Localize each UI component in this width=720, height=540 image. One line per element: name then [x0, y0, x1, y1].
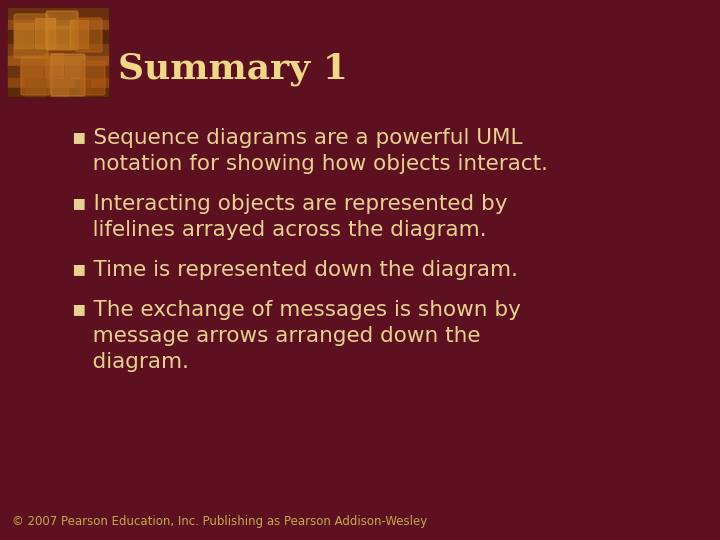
Bar — [70, 20, 88, 48]
Bar — [8, 78, 108, 88]
Text: notation for showing how objects interact.: notation for showing how objects interac… — [72, 154, 548, 174]
Text: lifelines arrayed across the diagram.: lifelines arrayed across the diagram. — [72, 220, 487, 240]
Bar — [55, 26, 70, 48]
Bar — [8, 66, 108, 78]
FancyBboxPatch shape — [46, 11, 78, 50]
FancyBboxPatch shape — [51, 54, 85, 96]
Bar — [8, 20, 108, 30]
Text: message arrows arranged down the: message arrows arranged down the — [72, 326, 480, 346]
Bar — [8, 30, 108, 44]
FancyBboxPatch shape — [21, 56, 50, 95]
Bar — [8, 8, 108, 96]
Bar — [8, 44, 108, 56]
Bar — [20, 58, 42, 78]
Text: ▪ The exchange of messages is shown by: ▪ The exchange of messages is shown by — [72, 300, 521, 320]
Bar — [8, 56, 108, 66]
Bar — [8, 8, 108, 30]
Bar — [25, 78, 45, 96]
Text: diagram.: diagram. — [72, 352, 189, 372]
Text: ▪ Time is represented down the diagram.: ▪ Time is represented down the diagram. — [72, 260, 518, 280]
Text: ▪ Interacting objects are represented by: ▪ Interacting objects are represented by — [72, 194, 508, 214]
Text: ▪ Sequence diagrams are a powerful UML: ▪ Sequence diagrams are a powerful UML — [72, 128, 523, 148]
Bar — [50, 76, 68, 96]
Bar — [35, 18, 55, 48]
Bar — [8, 30, 108, 50]
Bar — [8, 8, 108, 96]
FancyBboxPatch shape — [14, 14, 48, 58]
Bar — [8, 84, 108, 96]
Bar — [15, 23, 33, 48]
Text: Summary 1: Summary 1 — [118, 52, 348, 86]
FancyBboxPatch shape — [76, 18, 102, 52]
Bar — [45, 53, 63, 78]
Bar — [8, 8, 108, 20]
Text: © 2007 Pearson Education, Inc. Publishing as Pearson Addison-Wesley: © 2007 Pearson Education, Inc. Publishin… — [12, 515, 427, 528]
Bar — [65, 56, 81, 78]
Bar — [8, 68, 108, 84]
Bar — [8, 88, 108, 96]
FancyBboxPatch shape — [81, 61, 105, 95]
Bar — [75, 80, 90, 96]
Bar — [8, 50, 108, 68]
